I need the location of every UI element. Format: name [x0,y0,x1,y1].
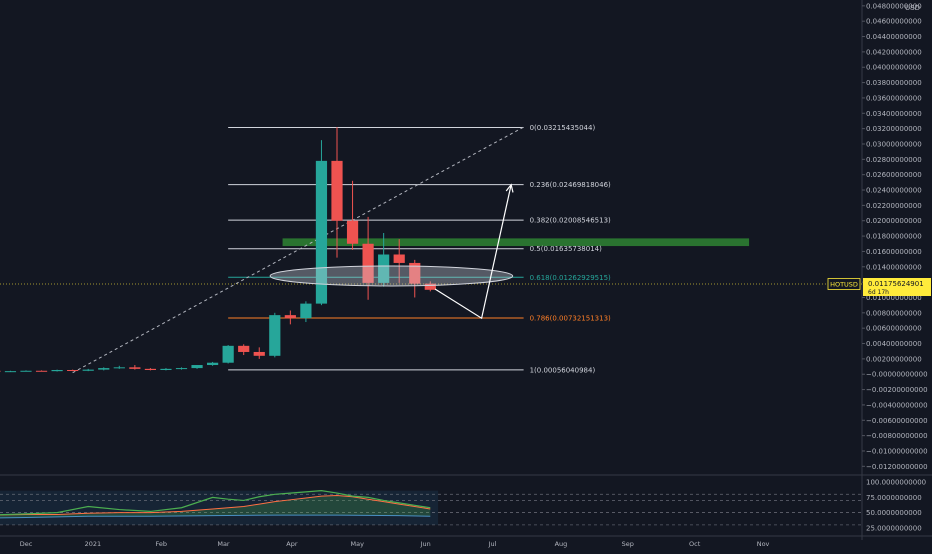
candle-body [145,369,156,370]
candle-body [98,368,109,370]
candle-body [207,363,218,365]
price-tick-label: 0.02000000000 [866,217,922,225]
currency-label: USD [905,4,920,12]
candle-body [5,371,16,372]
fib-level-label: 0.236(0.02469818046) [530,181,611,189]
time-tick-label: Oct [689,540,701,548]
price-tick-label: 0.03800000000 [866,79,922,87]
price-tick-label: −0.00400000000 [866,401,928,409]
price-tick-label: 0.01800000000 [866,233,922,241]
price-tick-label: −0.01000000000 [866,447,928,455]
fib-level-label: 0.786(0.00732151313) [530,315,611,323]
oscillator-tick-label: 25.0000000000 [866,524,922,532]
candle-body [52,370,63,371]
price-tick-label: −0.00600000000 [866,417,928,425]
price-tick-label: 0.02200000000 [866,202,922,210]
candle-body [254,352,265,356]
price-tick-label: 0.03600000000 [866,94,922,102]
candle-body [331,161,342,221]
fib-level-label: 0(0.03215435044) [530,124,596,132]
price-tick-label: 0.00800000000 [866,309,922,317]
candle-body [176,368,187,369]
price-tick-label: 0.00600000000 [866,325,922,333]
price-tick-label: 0.04200000000 [866,48,922,56]
price-tick-label: −0.00000000000 [866,371,928,379]
time-tick-label: Apr [286,540,298,548]
candle-body [114,367,125,368]
price-tick-label: 0.02600000000 [866,171,922,179]
oscillator-tick-label: 100.0000000000 [866,479,926,487]
candle-body [347,221,358,244]
current-price-countdown: 6d 17h [868,289,889,296]
current-price-value: 0.01175624901 [868,280,924,288]
price-tick-label: 0.01400000000 [866,263,922,271]
time-tick-label: 2021 [85,540,102,548]
candle-body [20,371,31,372]
oscillator-tick-label: 50.0000000000 [866,509,922,517]
candle-body [238,346,249,352]
candle-body [285,315,296,318]
candle-body [129,367,140,369]
price-tick-label: 0.04000000000 [866,64,922,72]
time-tick-label: Sep [622,540,634,548]
time-tick-label: May [350,540,364,548]
price-tick-label: 0.04400000000 [866,33,922,41]
candle-body [223,346,234,363]
fib-level-label: 1(0.00056040984) [530,366,596,374]
oscillator-tick-label: 75.0000000000 [866,494,922,502]
candle-body [83,370,94,371]
time-tick-label: Aug [555,540,568,548]
highlight-ellipse [270,266,513,286]
candle-body [67,370,78,371]
price-tick-label: 0.00200000000 [866,355,922,363]
price-tick-label: 0.02800000000 [866,156,922,164]
fib-level-label: 0.5(0.01635738014) [530,245,603,253]
price-tick-label: 0.03200000000 [866,125,922,133]
time-tick-label: Nov [757,540,770,548]
price-tick-label: 0.04600000000 [866,18,922,26]
price-tick-label: 0.03400000000 [866,110,922,118]
candle-body [191,365,202,368]
time-tick-label: Jun [420,540,431,548]
candle-body [394,255,405,263]
time-tick-label: Dec [20,540,33,548]
price-tick-label: −0.00800000000 [866,432,928,440]
candle-body [300,304,311,319]
candle-body [36,371,47,372]
price-tick-label: −0.00200000000 [866,386,928,394]
price-tick-label: 0.03000000000 [866,140,922,148]
candle-body [160,369,171,370]
price-tick-label: 0.02400000000 [866,187,922,195]
time-tick-label: Jul [488,540,497,548]
time-tick-label: Mar [217,540,230,548]
symbol-tag: HOTUSD [830,281,858,289]
price-tick-label: 0.01600000000 [866,248,922,256]
fib-level-label: 0.382(0.02008546513) [530,217,611,225]
fib-level-label: 0.618(0.01262929515) [530,274,611,282]
time-tick-label: Feb [156,540,168,548]
price-tick-label: 0.00400000000 [866,340,922,348]
candle-body [269,315,280,356]
price-tick-label: −0.01200000000 [866,463,928,471]
